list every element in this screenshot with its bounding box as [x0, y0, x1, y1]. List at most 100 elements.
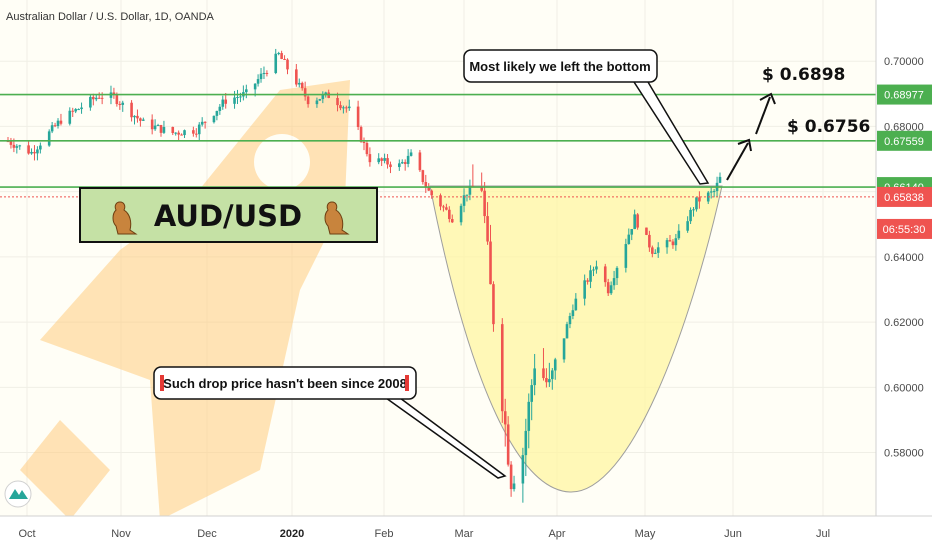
- candle-body: [668, 240, 672, 242]
- time-tick-label: May: [635, 528, 656, 540]
- candle-body: [345, 107, 348, 109]
- time-tick-label: Jun: [724, 528, 742, 540]
- target-label-0.6756: $ 0.6756: [787, 117, 870, 137]
- candle-body: [53, 125, 57, 127]
- candle-body: [277, 53, 280, 55]
- candle-body: [280, 53, 283, 59]
- candle-body: [256, 79, 260, 84]
- time-tick-label: Feb: [375, 528, 394, 540]
- candle-body: [200, 121, 204, 125]
- candle-body: [74, 109, 77, 112]
- candle-body: [627, 234, 631, 245]
- candle-body: [524, 430, 528, 456]
- candle-body: [15, 146, 19, 148]
- candle-body: [418, 152, 422, 171]
- candle-body: [603, 266, 607, 283]
- cup-bowl-shape: [429, 185, 723, 493]
- price-tick-label: 0.58000: [884, 448, 924, 460]
- candle-body: [233, 97, 236, 104]
- candle-body: [89, 96, 92, 108]
- candle-body: [321, 94, 325, 100]
- candle-body: [339, 105, 342, 109]
- candle-body: [303, 88, 307, 97]
- candle-body: [80, 107, 83, 110]
- candle-body: [624, 244, 628, 268]
- candle-body: [521, 455, 525, 484]
- candle-body: [259, 73, 263, 80]
- candle-body: [300, 82, 304, 89]
- candle-body: [686, 221, 689, 231]
- exclamation-icon: [405, 375, 409, 391]
- arrow-head-icon: [737, 138, 752, 152]
- candle-body: [245, 89, 248, 93]
- candle-body: [506, 424, 510, 465]
- candle-body: [318, 99, 322, 101]
- candle-body: [365, 143, 369, 155]
- price-axis[interactable]: [876, 0, 932, 550]
- candle-body: [689, 209, 692, 222]
- candle-body: [583, 280, 586, 299]
- time-axis-ticks: Oct Nov Dec 2020 Feb Mar Apr May Jun Jul: [18, 528, 830, 540]
- candle-body: [71, 110, 75, 112]
- candle-body: [550, 370, 554, 380]
- current-price-tag: 0.65838 06:55:30: [877, 186, 932, 239]
- candle-body: [421, 170, 425, 183]
- candle-body: [692, 209, 695, 211]
- target-arrow-1: [726, 142, 749, 181]
- candle-body: [356, 106, 360, 128]
- candle-body: [698, 197, 701, 202]
- candle-body: [512, 483, 516, 490]
- candle-body: [100, 97, 104, 99]
- candle-body: [674, 238, 678, 246]
- candle-body: [403, 162, 407, 164]
- candle-body: [677, 230, 681, 239]
- bottom-callout: Most likely we left the bottom: [463, 49, 710, 185]
- candle-body: [153, 125, 157, 130]
- time-axis[interactable]: [0, 516, 932, 550]
- tradingview-logo-icon[interactable]: [4, 480, 32, 508]
- candle-body: [445, 207, 448, 210]
- target-label-0.6898: $ 0.6898: [762, 65, 845, 85]
- candle-body: [695, 197, 698, 210]
- candle-body: [253, 83, 257, 90]
- current-price-label: 0.65838: [884, 192, 924, 204]
- candle-body: [39, 145, 42, 150]
- candle-body: [362, 141, 366, 144]
- candle-body: [283, 58, 286, 60]
- candle-body: [636, 214, 639, 228]
- level-tag-label: 0.67559: [884, 136, 924, 148]
- pair-banner: AUD/USD: [79, 187, 378, 243]
- candle-body: [171, 126, 175, 134]
- candle-body: [630, 229, 634, 235]
- candle-body: [480, 186, 483, 191]
- time-tick-label: Oct: [18, 528, 35, 540]
- countdown-label: 06:55:30: [883, 224, 926, 236]
- candle-body: [671, 241, 675, 246]
- exclamation-icon: [160, 375, 164, 391]
- price-tick-label: 0.64000: [884, 252, 924, 264]
- candle-body: [142, 119, 145, 121]
- candle-body: [595, 266, 598, 270]
- candle-body: [194, 133, 198, 135]
- time-tick-label: Nov: [111, 528, 131, 540]
- candle-body: [236, 96, 239, 98]
- candle-body: [36, 149, 39, 154]
- candle-body: [406, 155, 410, 164]
- candle-body: [400, 162, 404, 164]
- candle-body: [459, 205, 463, 223]
- candle-body: [571, 310, 575, 317]
- candle-body: [30, 151, 33, 154]
- candle-body: [377, 158, 381, 163]
- candle-body: [633, 214, 636, 230]
- bottom-callout-text: Most likely we left the bottom: [469, 59, 650, 74]
- candle-body: [12, 144, 16, 148]
- candle-body: [565, 324, 569, 339]
- candle-body: [136, 115, 139, 119]
- candle-body: [347, 106, 351, 109]
- candle-body: [651, 247, 654, 254]
- level-tag: [877, 84, 932, 105]
- candle-body: [586, 280, 589, 282]
- candle-body: [133, 115, 136, 118]
- candle-body: [115, 94, 119, 105]
- candle-body: [533, 368, 536, 386]
